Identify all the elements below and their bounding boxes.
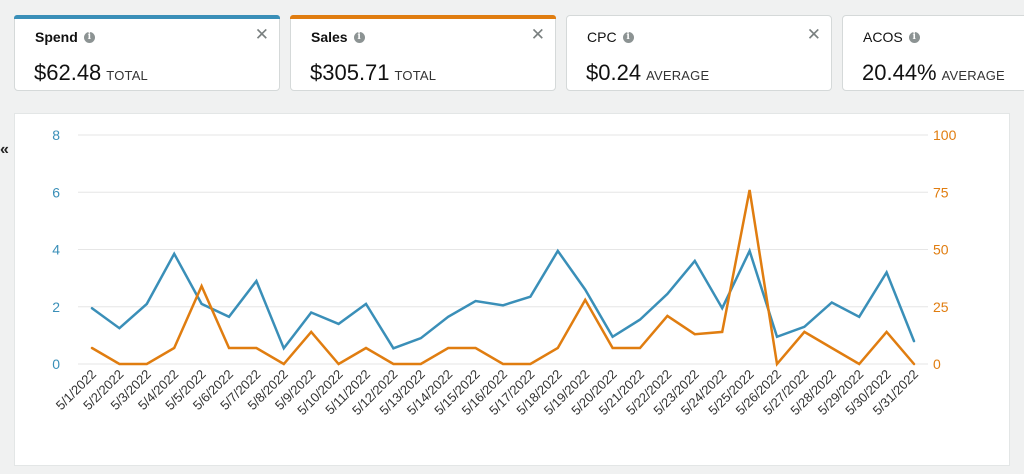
line-chart: 0 02 254 506 758 1005/1/20225/2/20225/3/20225…: [52, 127, 957, 418]
y-left-tick-label: 2: [52, 299, 60, 315]
info-circle-icon[interactable]: i: [908, 31, 920, 43]
metric-label: ACOS i: [863, 29, 920, 45]
metric-label: CPC i: [587, 29, 634, 45]
metric-qualifier: AVERAGE: [646, 68, 710, 83]
metric-value: $62.48 TOTAL: [34, 60, 148, 86]
metric-qualifier: TOTAL: [394, 68, 437, 83]
collapse-sidebar-button[interactable]: «: [0, 139, 14, 169]
y-right-tick-label: 25: [933, 299, 949, 315]
y-left-tick-label: 6: [52, 184, 60, 200]
metric-value: 20.44% AVERAGE: [862, 60, 1005, 86]
metric-card-spend[interactable]: Spend i ✕ $62.48 TOTAL: [14, 15, 280, 91]
metric-card-cpc[interactable]: CPC i ✕ $0.24 AVERAGE: [566, 15, 832, 91]
metric-accent-bar: [290, 15, 556, 19]
metric-value-number: $62.48: [34, 60, 102, 85]
metric-qualifier: TOTAL: [106, 68, 148, 83]
close-x-icon[interactable]: ✕: [254, 25, 269, 44]
y-left-tick-label: 8: [52, 127, 60, 143]
metric-label-text: Spend: [35, 29, 78, 45]
metric-value-number: 20.44%: [862, 60, 937, 85]
chart-panel: 0 0 2 25 4 50 6 75 8 100 5/1/2022 5/2/2022 5/3/2022 5…: [14, 113, 1010, 466]
metric-label: Sales i: [311, 29, 365, 45]
close-x-icon[interactable]: ✕: [530, 25, 545, 44]
y-right-tick-label: 100: [933, 127, 957, 143]
y-right-tick-label: 0: [933, 356, 941, 372]
metric-value-number: $305.71: [310, 60, 390, 85]
close-x-icon[interactable]: ✕: [806, 25, 821, 44]
series-line-sales: [90, 189, 916, 367]
metric-card-sales[interactable]: Sales i ✕ $305.71 TOTAL: [290, 15, 556, 91]
double-chevron-left-icon: «: [0, 141, 9, 158]
metric-accent-bar: [14, 15, 280, 19]
y-right-tick-label: 75: [933, 184, 949, 200]
metric-qualifier: AVERAGE: [941, 68, 1005, 83]
metric-value-number: $0.24: [586, 60, 642, 85]
y-left-tick-label: 4: [52, 242, 60, 258]
metric-value: $0.24 AVERAGE: [586, 60, 709, 86]
info-circle-icon[interactable]: i: [622, 31, 634, 43]
y-right-tick-label: 50: [933, 242, 949, 258]
metric-value: $305.71 TOTAL: [310, 60, 436, 86]
metric-label-text: ACOS: [863, 29, 903, 45]
metric-label-text: CPC: [587, 29, 617, 45]
info-circle-icon[interactable]: i: [353, 31, 365, 43]
metric-label-text: Sales: [311, 29, 348, 45]
info-circle-icon[interactable]: i: [83, 31, 95, 43]
metric-card-acos[interactable]: ACOS i 20.44% AVERAGE: [842, 15, 1024, 91]
metric-label: Spend i: [35, 29, 95, 45]
y-left-tick-label: 0: [52, 356, 60, 372]
series-line-spend: [90, 247, 916, 351]
